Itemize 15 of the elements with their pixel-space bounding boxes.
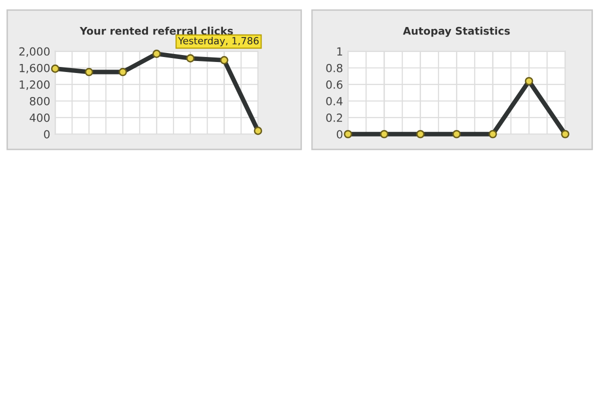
- y-tick-label: 800: [30, 96, 50, 106]
- y-tick-label: 1,200: [20, 80, 50, 90]
- y-tick-label: 0.4: [326, 96, 343, 106]
- y-tick-label: 0: [336, 130, 342, 139]
- y-tick-label: 1,600: [20, 64, 50, 74]
- annotation: Yesterday, 1,786: [178, 36, 259, 46]
- y-tick-label: 2,000: [19, 47, 50, 57]
- chart-title: Autopay Statistics: [402, 26, 510, 37]
- y-tick-label: 400: [30, 114, 50, 122]
- chart-title: Your rented referral clicks: [80, 26, 233, 35]
- y-tick-label: 0.2: [326, 114, 342, 122]
- y-tick-label: 0.8: [326, 64, 342, 72]
- y-tick-label: 0: [44, 130, 50, 139]
- y-tick-label: 0.6: [326, 80, 342, 89]
- y-tick-label: 1: [337, 47, 342, 56]
